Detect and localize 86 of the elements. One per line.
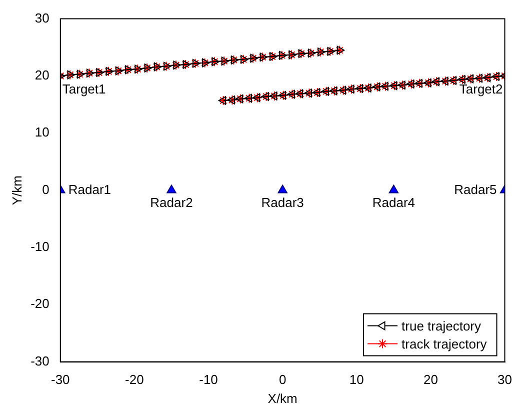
point — [482, 73, 490, 82]
point — [324, 46, 335, 56]
point — [440, 76, 451, 86]
point — [414, 79, 422, 88]
point — [482, 72, 493, 83]
legend-label: true trajectory — [402, 318, 482, 334]
x-axis-title: X/km — [268, 390, 298, 406]
point — [398, 80, 408, 90]
point — [244, 94, 252, 103]
point — [94, 68, 104, 78]
point — [132, 64, 142, 74]
annotation: Radar3 — [261, 194, 304, 210]
point — [212, 57, 220, 66]
annotation: Target2 — [459, 82, 503, 97]
annotation: Radar2 — [150, 194, 193, 210]
point — [279, 50, 287, 60]
y-axis-title: Y/km — [9, 175, 24, 206]
point — [448, 76, 459, 86]
point — [244, 93, 254, 104]
annotation: Radar4 — [372, 194, 415, 210]
point — [122, 64, 133, 75]
point — [288, 50, 296, 60]
annotation: Radar5 — [454, 182, 497, 197]
y-tick-label: 30 — [34, 10, 50, 26]
point — [164, 62, 172, 71]
point — [492, 72, 500, 81]
y-tick-label: -10 — [30, 239, 50, 254]
point — [474, 74, 482, 83]
x-tick-label: 0 — [278, 372, 286, 388]
point — [248, 53, 258, 64]
point — [380, 82, 388, 91]
point — [315, 46, 326, 57]
y-tick-label: 10 — [34, 124, 50, 140]
point — [448, 76, 456, 85]
point — [380, 81, 391, 92]
legend-label: track trajectory — [402, 336, 488, 352]
y-tick-label: 20 — [34, 68, 50, 83]
point — [432, 76, 442, 87]
point — [250, 54, 258, 63]
x-tick-label: 30 — [498, 372, 512, 388]
point — [278, 184, 288, 194]
point — [173, 60, 181, 70]
point — [276, 50, 287, 60]
point — [458, 74, 468, 84]
point — [134, 64, 142, 74]
y-tick-label: 0 — [42, 182, 50, 197]
point — [202, 58, 210, 68]
point — [398, 80, 406, 90]
point — [125, 65, 133, 74]
point — [458, 75, 466, 84]
point — [227, 96, 235, 104]
point — [388, 184, 399, 194]
point — [209, 56, 220, 67]
point — [96, 68, 104, 77]
point — [432, 77, 440, 86]
point — [466, 74, 476, 84]
point — [166, 184, 176, 194]
x-tick-label: -10 — [199, 372, 218, 388]
point — [227, 94, 238, 105]
point — [86, 68, 94, 78]
y-tick-label: -20 — [30, 296, 50, 312]
point — [200, 58, 210, 68]
point — [287, 89, 298, 100]
x-tick-label: 10 — [349, 372, 364, 388]
point — [304, 88, 312, 98]
annotation: Radar1 — [68, 182, 112, 197]
y-tick-label: -30 — [30, 353, 50, 368]
x-tick-label: -30 — [50, 372, 70, 388]
point — [327, 46, 335, 56]
point — [287, 90, 295, 99]
point — [492, 72, 502, 82]
point — [474, 73, 485, 84]
x-tick-label: 20 — [423, 372, 438, 388]
point — [414, 78, 425, 88]
point — [84, 68, 94, 78]
point — [161, 61, 172, 72]
x-tick-label: -20 — [125, 372, 144, 388]
point — [440, 76, 448, 86]
annotation: Target1 — [62, 82, 106, 97]
point — [466, 74, 474, 84]
point — [238, 54, 248, 64]
point — [286, 50, 296, 60]
point — [318, 48, 326, 56]
point — [170, 60, 181, 70]
point — [240, 54, 248, 64]
point — [304, 88, 314, 98]
